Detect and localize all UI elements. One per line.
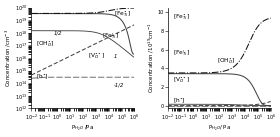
X-axis label: P$_{H_2O}$ /Pa: P$_{H_2O}$ /Pa — [71, 123, 95, 133]
Text: 1/2: 1/2 — [54, 31, 63, 36]
Y-axis label: Concentration /cm$^{-3}$: Concentration /cm$^{-3}$ — [4, 29, 13, 87]
X-axis label: P$_{H_2O}$/ Pa: P$_{H_2O}$/ Pa — [208, 123, 231, 133]
Text: [Fe$_{Ti}^{\prime}$]: [Fe$_{Ti}^{\prime}$] — [102, 31, 118, 41]
Text: [Fe$_{Ti}^{\bullet}$]: [Fe$_{Ti}^{\bullet}$] — [114, 10, 130, 19]
Text: 1: 1 — [114, 54, 117, 59]
Text: [OH$_O^{\bullet}$]: [OH$_O^{\bullet}$] — [36, 39, 54, 49]
Text: [V$_O^{\bullet\bullet}$]: [V$_O^{\bullet\bullet}$] — [88, 51, 105, 61]
Text: -1/2: -1/2 — [114, 82, 124, 87]
Text: [Fe$_{Ti}^{\bullet}$]: [Fe$_{Ti}^{\bullet}$] — [173, 13, 190, 22]
Y-axis label: Concentration /10$^{19}$cm$^{-1}$: Concentration /10$^{19}$cm$^{-1}$ — [146, 23, 156, 93]
Text: [Fe$_{Ti}^{\prime}$]: [Fe$_{Ti}^{\prime}$] — [173, 48, 190, 58]
Text: [V$_O^{\bullet\bullet}$]: [V$_O^{\bullet\bullet}$] — [173, 75, 190, 85]
Text: [h$^{\bullet}$]: [h$^{\bullet}$] — [36, 72, 48, 81]
Text: [OH$_O^{\bullet}$]: [OH$_O^{\bullet}$] — [217, 56, 236, 66]
Text: [h$^{\bullet}$]: [h$^{\bullet}$] — [173, 96, 185, 105]
